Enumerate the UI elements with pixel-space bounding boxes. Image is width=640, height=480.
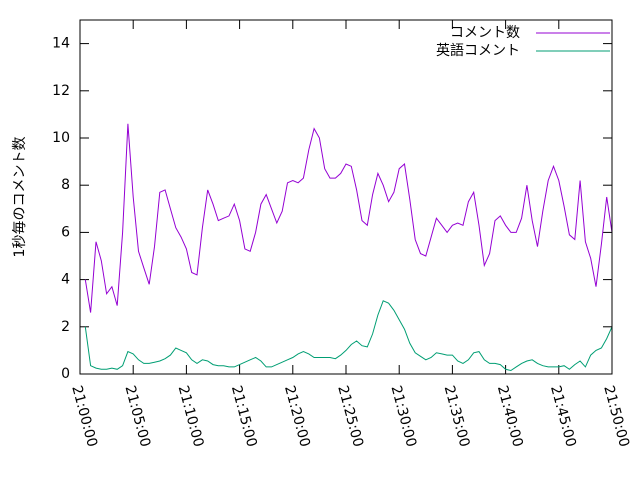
y-tick-label: 6 [61, 224, 70, 240]
x-tick-label: 21:40:00 [494, 384, 526, 449]
y-tick-label: 4 [61, 272, 70, 288]
y-tick-label: 14 [52, 36, 70, 52]
x-tick-label: 21:05:00 [121, 384, 153, 449]
axis-ticks: 0 2 4 6 8 10 12 14 21:00:00 21:05:00 21:10:00 21:15… [52, 20, 632, 449]
x-tick-label: 21:25:00 [334, 384, 366, 449]
y-axis-label: 1秒毎のコメント数 [12, 137, 28, 258]
legend-label: 英語コメント [436, 42, 520, 59]
plot-frame [79, 19, 613, 375]
x-tick-label: 21:00:00 [68, 384, 100, 449]
series-line-1 [84, 300, 613, 372]
x-tick-label: 21:50:00 [600, 384, 632, 449]
x-tick-label: 21:45:00 [547, 384, 579, 449]
x-tick-label: 21:30:00 [387, 384, 419, 449]
x-tick-label: 21:20:00 [281, 384, 313, 449]
y-tick-label: 12 [52, 83, 70, 99]
x-tick-label: 21:35:00 [441, 384, 473, 449]
y-tick-label: 10 [52, 130, 70, 146]
y-tick-label: 0 [61, 366, 70, 382]
series-line-0 [84, 123, 613, 313]
y-tick-label: 8 [61, 177, 70, 193]
x-tick-label: 21:15:00 [228, 384, 260, 449]
x-tick-label: 21:10:00 [175, 384, 207, 449]
y-tick-label: 2 [61, 319, 70, 335]
series-group [84, 123, 613, 372]
legend-label: コメント数 [450, 25, 520, 41]
